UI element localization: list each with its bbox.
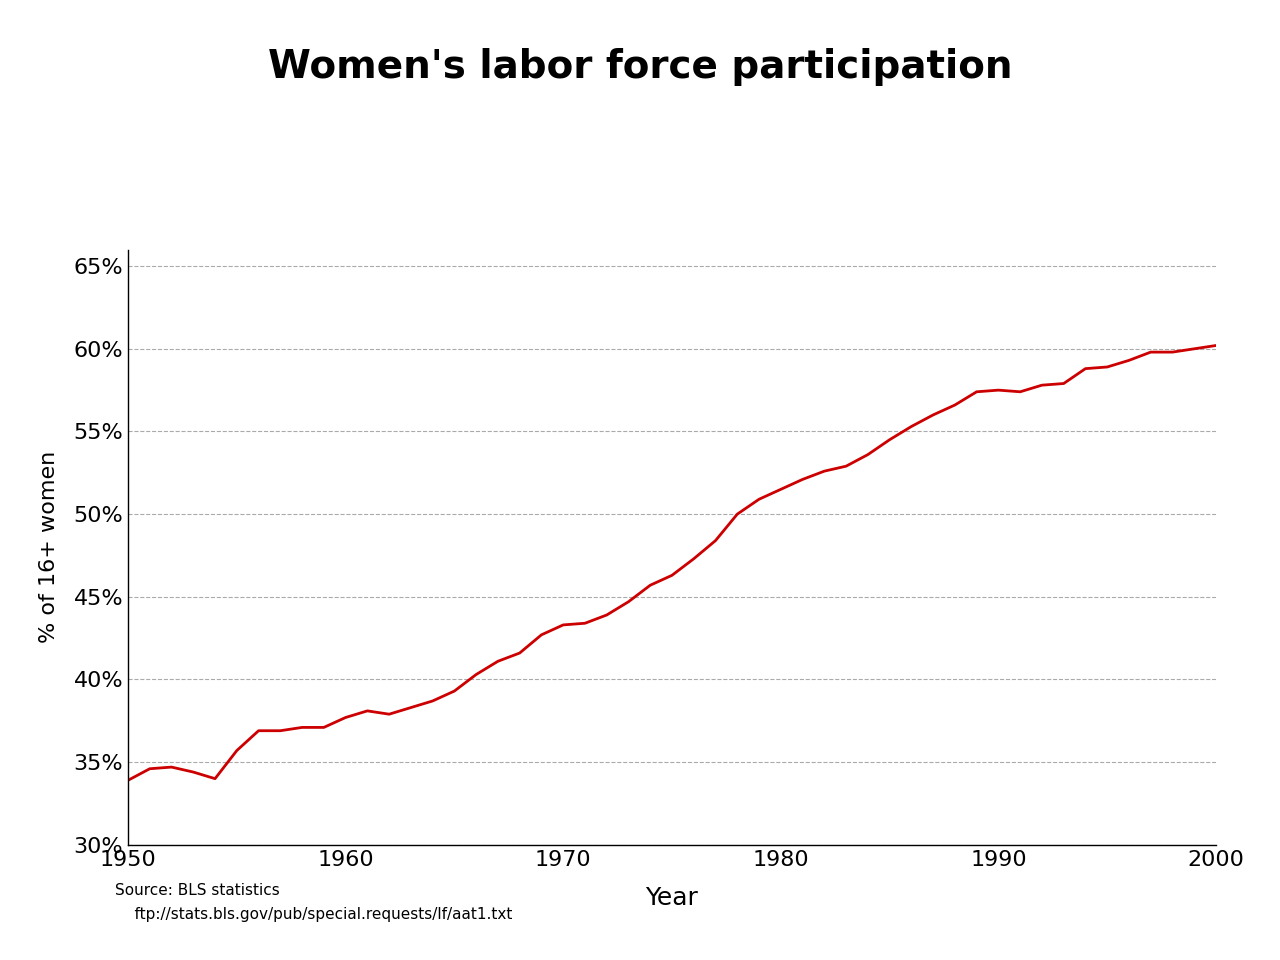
Text: ftp://stats.bls.gov/pub/special.requests/lf/aat1.txt: ftp://stats.bls.gov/pub/special.requests… bbox=[115, 906, 512, 922]
Text: Women's labor force participation: Women's labor force participation bbox=[268, 48, 1012, 86]
Text: Source: BLS statistics: Source: BLS statistics bbox=[115, 882, 280, 898]
Y-axis label: % of 16+ women: % of 16+ women bbox=[40, 451, 59, 643]
X-axis label: Year: Year bbox=[645, 886, 699, 910]
